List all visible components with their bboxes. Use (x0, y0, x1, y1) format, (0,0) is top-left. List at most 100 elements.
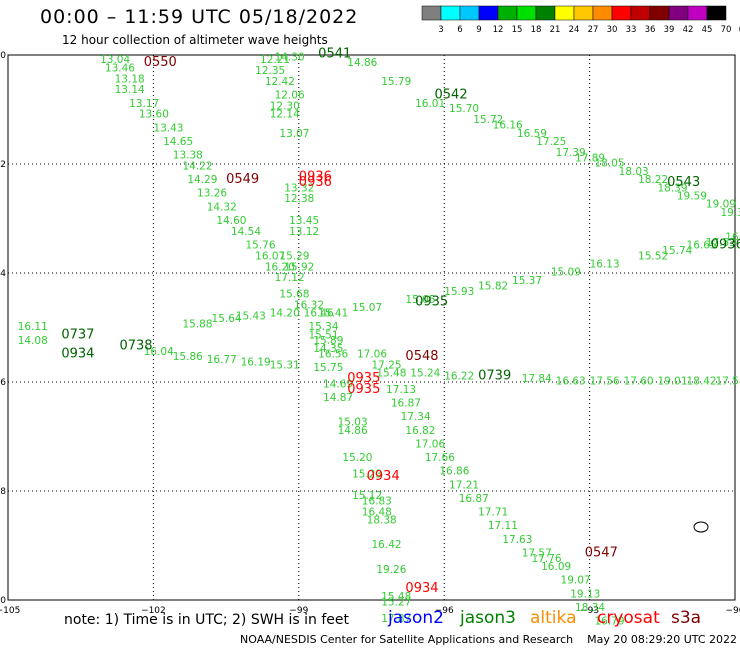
wave-height-label: 15.31 (270, 359, 300, 371)
wave-height-label: 14.22 (182, 160, 212, 172)
wave-height-label: 13.45 (289, 215, 319, 227)
y-tick-label: −64 (0, 269, 6, 279)
pass-time-label: 0739 (478, 368, 511, 383)
wave-height-label: 17.13 (386, 384, 416, 396)
colorbar-label: 45 (702, 25, 713, 35)
wave-height-label: 17.87 (381, 613, 411, 625)
wave-height-label: 19.01 (657, 376, 687, 388)
wave-height-label: 17.76 (531, 553, 561, 565)
pass-time-label: 0541 (318, 47, 351, 62)
wave-height-label: 17.66 (425, 452, 455, 464)
wave-height-label: 15.89 (313, 335, 343, 347)
wave-height-label: 15.51 (308, 329, 338, 341)
colorbar-swatch (630, 5, 651, 21)
wave-height-label: 12.30 (270, 101, 300, 113)
wave-height-label: 15.79 (381, 76, 411, 88)
wave-height-label: 15.34 (308, 321, 338, 333)
wave-height-label: 12.38 (284, 193, 314, 205)
wave-height-label: 19.07 (561, 575, 591, 587)
wave-height-label: 17.06 (357, 348, 387, 360)
wave-height-label: 16.09 (541, 561, 571, 573)
wave-height-label: 14.30 (275, 51, 305, 63)
pass-time-label: 0936 (299, 175, 332, 190)
island-outline (693, 521, 709, 533)
legend-entry-s3a: s3a (671, 608, 702, 628)
x-tick-label: −102 (141, 606, 166, 616)
colorbar-label: 39 (664, 25, 675, 35)
y-tick-label: −62 (0, 160, 6, 170)
wave-height-label: 13.60 (139, 109, 169, 121)
pass-time-label: 0549 (226, 172, 259, 187)
wave-height-label: 12.21 (260, 54, 290, 66)
colorbar-label: 24 (569, 25, 580, 35)
wave-height-label: 15.86 (173, 351, 203, 363)
colorbar-label: 12 (493, 25, 504, 35)
wave-height-label: 15.27 (381, 596, 411, 608)
pass-time-label: 0936 (299, 169, 332, 184)
wave-height-label: 13.32 (284, 182, 314, 194)
chart-subtitle: 12 hour collection of altimeter wave hei… (62, 33, 328, 47)
wave-height-label: 13.38 (173, 150, 203, 162)
wave-height-label: 18.38 (367, 515, 397, 527)
pass-time-label: 0935 (347, 371, 380, 386)
colorbar-label: 6 (457, 25, 462, 35)
wave-height-label: 18.39 (657, 182, 687, 194)
colorbar-swatch (649, 5, 670, 21)
colorbar-swatch (535, 5, 556, 21)
wave-height-label: 16.86 (439, 466, 469, 478)
wave-height-label: 16.82 (405, 425, 435, 437)
colorbar-label: 36 (645, 25, 656, 35)
x-tick-label: −105 (0, 606, 20, 616)
wave-height-label: 15.88 (182, 319, 212, 331)
wave-height-label: 15.23 (352, 468, 382, 480)
pass-time-label: 0548 (405, 349, 438, 364)
wave-height-label: 16.07 (255, 250, 285, 262)
wave-height-label: 15.37 (512, 275, 542, 287)
wave-height-label: 19.32 (720, 207, 740, 219)
wave-height-label: 15.68 (279, 289, 309, 301)
footnote: note: 1) Time is in UTC; 2) SWH is in fe… (64, 612, 350, 628)
colorbar-swatch (459, 5, 480, 21)
wave-height-label: 16.59 (517, 128, 547, 140)
wave-height-label: 15.48 (381, 591, 411, 603)
wave-height-label: 19.26 (376, 564, 406, 576)
pass-time-label: 0936 (711, 237, 740, 252)
colorbar-label: 21 (550, 25, 561, 35)
pass-time-label: 0935 (415, 295, 448, 310)
wave-height-label: 17.56 (590, 376, 620, 388)
wave-height-label: 14.35 (313, 343, 343, 355)
wave-height-label: 12.42 (265, 76, 295, 88)
wave-height-label: 17.11 (488, 520, 518, 532)
wave-height-label: 15.20 (342, 452, 372, 464)
wave-height-label: 15.03 (338, 417, 368, 429)
wave-height-label: 17.89 (575, 152, 605, 164)
legend-entry-cryosat: cryosat (597, 608, 660, 628)
wave-height-label: 16.16 (493, 120, 523, 132)
y-tick-label: −70 (0, 596, 6, 606)
wave-height-label: 16.22 (444, 370, 474, 382)
colorbar-swatch (516, 5, 537, 21)
y-tick-label: −66 (0, 378, 6, 388)
wave-height-label: 15.05 (405, 294, 435, 306)
wave-height-label: 14.08 (18, 335, 48, 347)
pass-time-label: 0934 (61, 346, 94, 361)
wave-height-label: 14.87 (323, 392, 353, 404)
y-tick-label: −60 (0, 51, 6, 61)
pass-time-label: 0934 (405, 581, 438, 596)
wave-height-label: 15.29 (279, 250, 309, 262)
wave-height-label: 15.12 (352, 490, 382, 502)
legend-entry-jason3: jason3 (460, 608, 516, 628)
colorbar-label: 30 (607, 25, 618, 35)
pass-time-label: 0543 (667, 175, 700, 190)
colorbar-swatch (440, 5, 461, 21)
credit-line: NOAA/NESDIS Center for Satellite Applica… (240, 633, 738, 646)
wave-height-label: 14.86 (347, 57, 377, 69)
wave-height-label: 13.14 (115, 84, 145, 96)
wave-height-label: 12.35 (255, 65, 285, 77)
wave-height-label: 13.26 (197, 188, 227, 200)
wave-height-label: 15.70 (449, 103, 479, 115)
wave-height-label: 13.07 (279, 128, 309, 140)
wave-height-label: 16.19 (241, 357, 271, 369)
colorbar-swatch (592, 5, 613, 21)
colorbar-swatch (611, 5, 632, 21)
